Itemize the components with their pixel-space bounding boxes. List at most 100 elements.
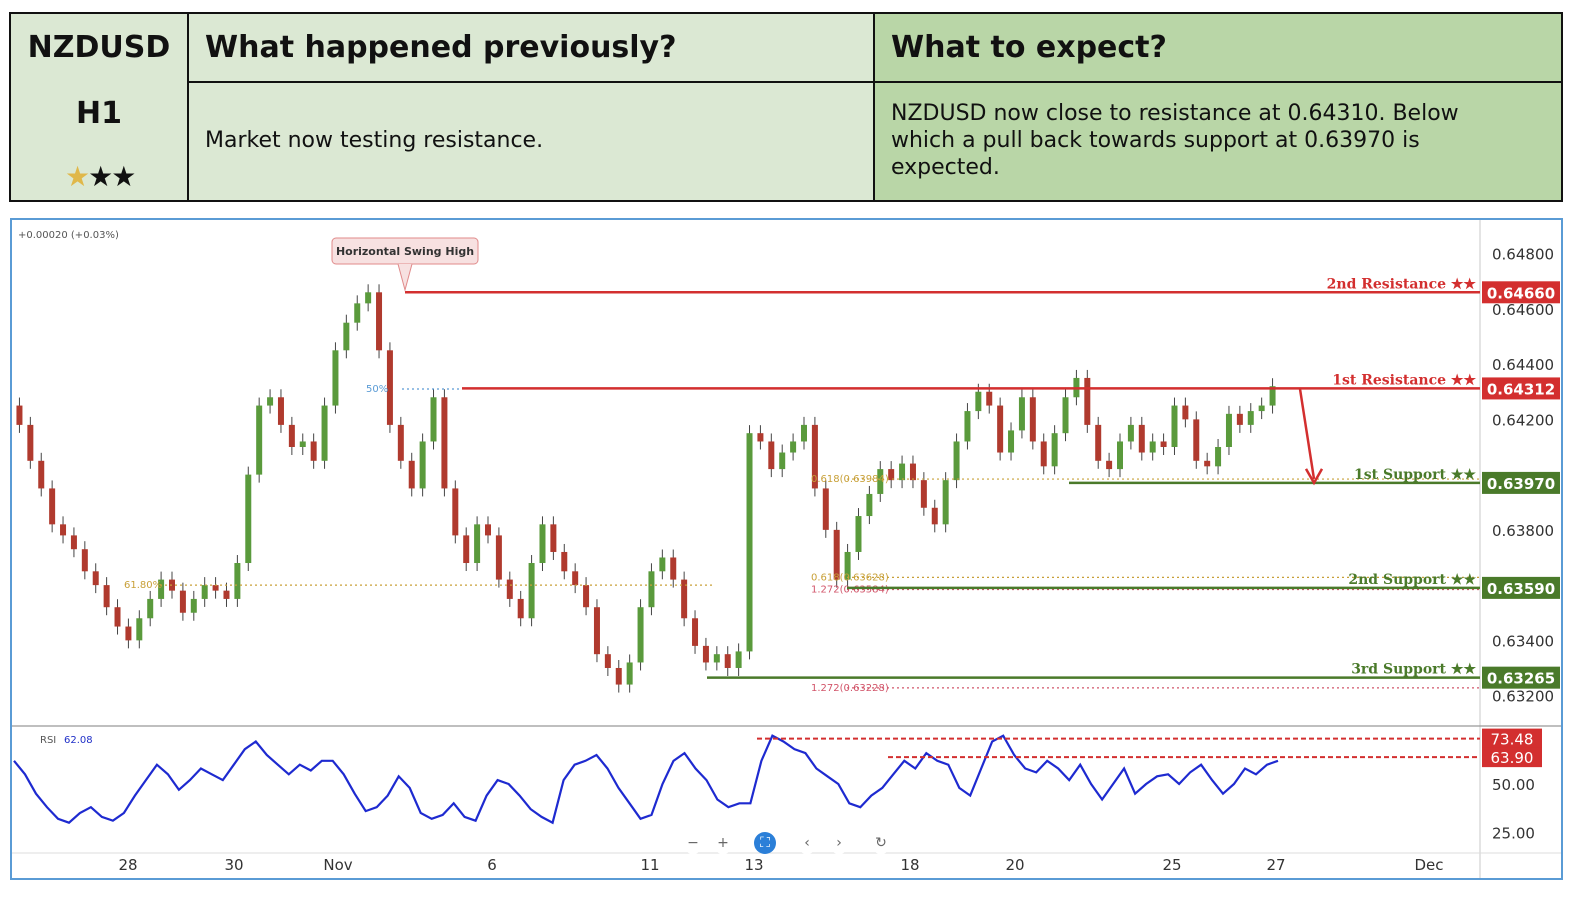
level-price-label: 0.63590 [1487,580,1555,598]
level-name: 1st Resistance ★★ [1332,372,1476,388]
previous-text: Market now testing resistance. [205,128,544,153]
star-filled-icon: ★ [65,160,90,193]
candle-body [811,424,818,489]
candle-body [27,424,34,461]
time-tick-label: 30 [224,856,243,874]
candle-body [528,563,535,619]
candle-body [1193,419,1200,461]
candle-body [702,645,709,663]
price-tick-label: 0.64600 [1492,301,1554,319]
price-chart[interactable]: 0.64800 0.64600 0.64400 0.64200 0.63800 0.634… [10,218,1563,880]
candle-body [70,535,77,550]
candle-body [234,563,241,599]
candle-body [1258,405,1265,412]
candle-body [583,585,590,608]
candle-body [1051,433,1058,467]
reset-scale-button[interactable]: ⛶ [754,832,776,854]
candle-body [855,516,862,552]
candle-body [648,571,655,608]
level-price-label: 0.63970 [1487,475,1555,493]
candle-body [1247,411,1254,425]
refresh-icon[interactable]: ↻ [870,832,892,854]
fib-label: 0.618(0.63984) [811,474,889,485]
candle-body [463,535,470,564]
candle-body [452,488,459,536]
candle-body [147,598,154,619]
candle-body [659,557,666,572]
level-price-label: 0.64312 [1487,380,1555,398]
candle-body [790,441,797,453]
price-tick-label: 0.64200 [1492,411,1554,429]
candle-body [1269,386,1276,406]
candle-body [158,579,165,599]
candle-body [844,551,851,580]
candle-body [517,598,524,619]
scroll-left-button[interactable]: ‹ [796,832,818,854]
candle-body [1106,460,1113,470]
candle-body [485,524,491,536]
level-price-label: 0.63265 [1487,670,1555,688]
candle-body [1029,397,1036,442]
time-tick-label: 27 [1266,856,1285,874]
candle-body [376,292,383,351]
candle-body [1204,460,1211,467]
candle-body [179,590,186,613]
candle-body [1138,424,1145,453]
rsi-label: RSI [40,735,56,746]
candle-body [201,585,208,599]
candle-body [321,405,328,461]
candle-body [1236,413,1243,425]
arrow-head-icon [1304,468,1324,486]
candle-body [299,441,306,447]
rsi-level-label: 63.90 [1491,749,1534,767]
previous-body-cell: Market now testing resistance. [189,83,875,200]
time-tick-label: 6 [487,856,497,874]
candle-body [386,350,393,425]
candle-body [506,579,513,599]
candle-body [256,405,263,475]
candle-body [920,480,927,508]
candle-body [223,590,230,599]
fib-label: 1.272(0.63228) [811,683,889,694]
fib-label: 50% [366,384,388,395]
scroll-right-button[interactable]: › [828,832,850,854]
candle-body [1084,377,1091,425]
level-name: 1st Support ★★ [1354,467,1476,483]
star-icon: ★ [88,160,113,193]
candle-body [92,571,99,586]
candle-body [332,350,339,406]
candle-body [343,322,350,351]
candle-body [441,397,448,489]
time-tick-label: 25 [1162,856,1181,874]
price-tick-label: 0.63200 [1492,688,1554,706]
timeframe-label: H1 [76,96,122,131]
candle-body [637,607,644,663]
time-tick-label: 18 [900,856,919,874]
price-tick-label: 0.64800 [1492,246,1554,264]
candle-body [245,474,252,564]
candle-body [888,469,895,481]
time-tick-label: 20 [1005,856,1024,874]
zoom-in-button[interactable]: + [712,832,734,854]
candle-body [975,391,982,412]
candle-body [713,654,720,663]
candle-body [430,397,437,442]
candle-body [495,535,502,580]
candle-body [310,441,317,461]
time-tick-label: 11 [640,856,659,874]
candle-body [692,618,699,646]
symbol-name: NZDUSD [27,30,171,65]
candle-body [931,507,938,525]
level-name: 2nd Resistance ★★ [1327,276,1477,292]
candle-body [561,551,568,572]
candle-body [550,524,557,552]
zoom-out-button[interactable]: − [682,832,704,854]
candle-body [354,303,361,323]
candle-body [899,463,906,481]
candle-body [136,618,143,641]
candle-body [593,607,600,655]
annotation-text: Horizontal Swing High [336,245,474,258]
candle-body [103,585,110,608]
chart-canvas[interactable]: 0.64800 0.64600 0.64400 0.64200 0.63800 0.634… [12,220,1561,878]
level-price-badge [1482,471,1560,494]
